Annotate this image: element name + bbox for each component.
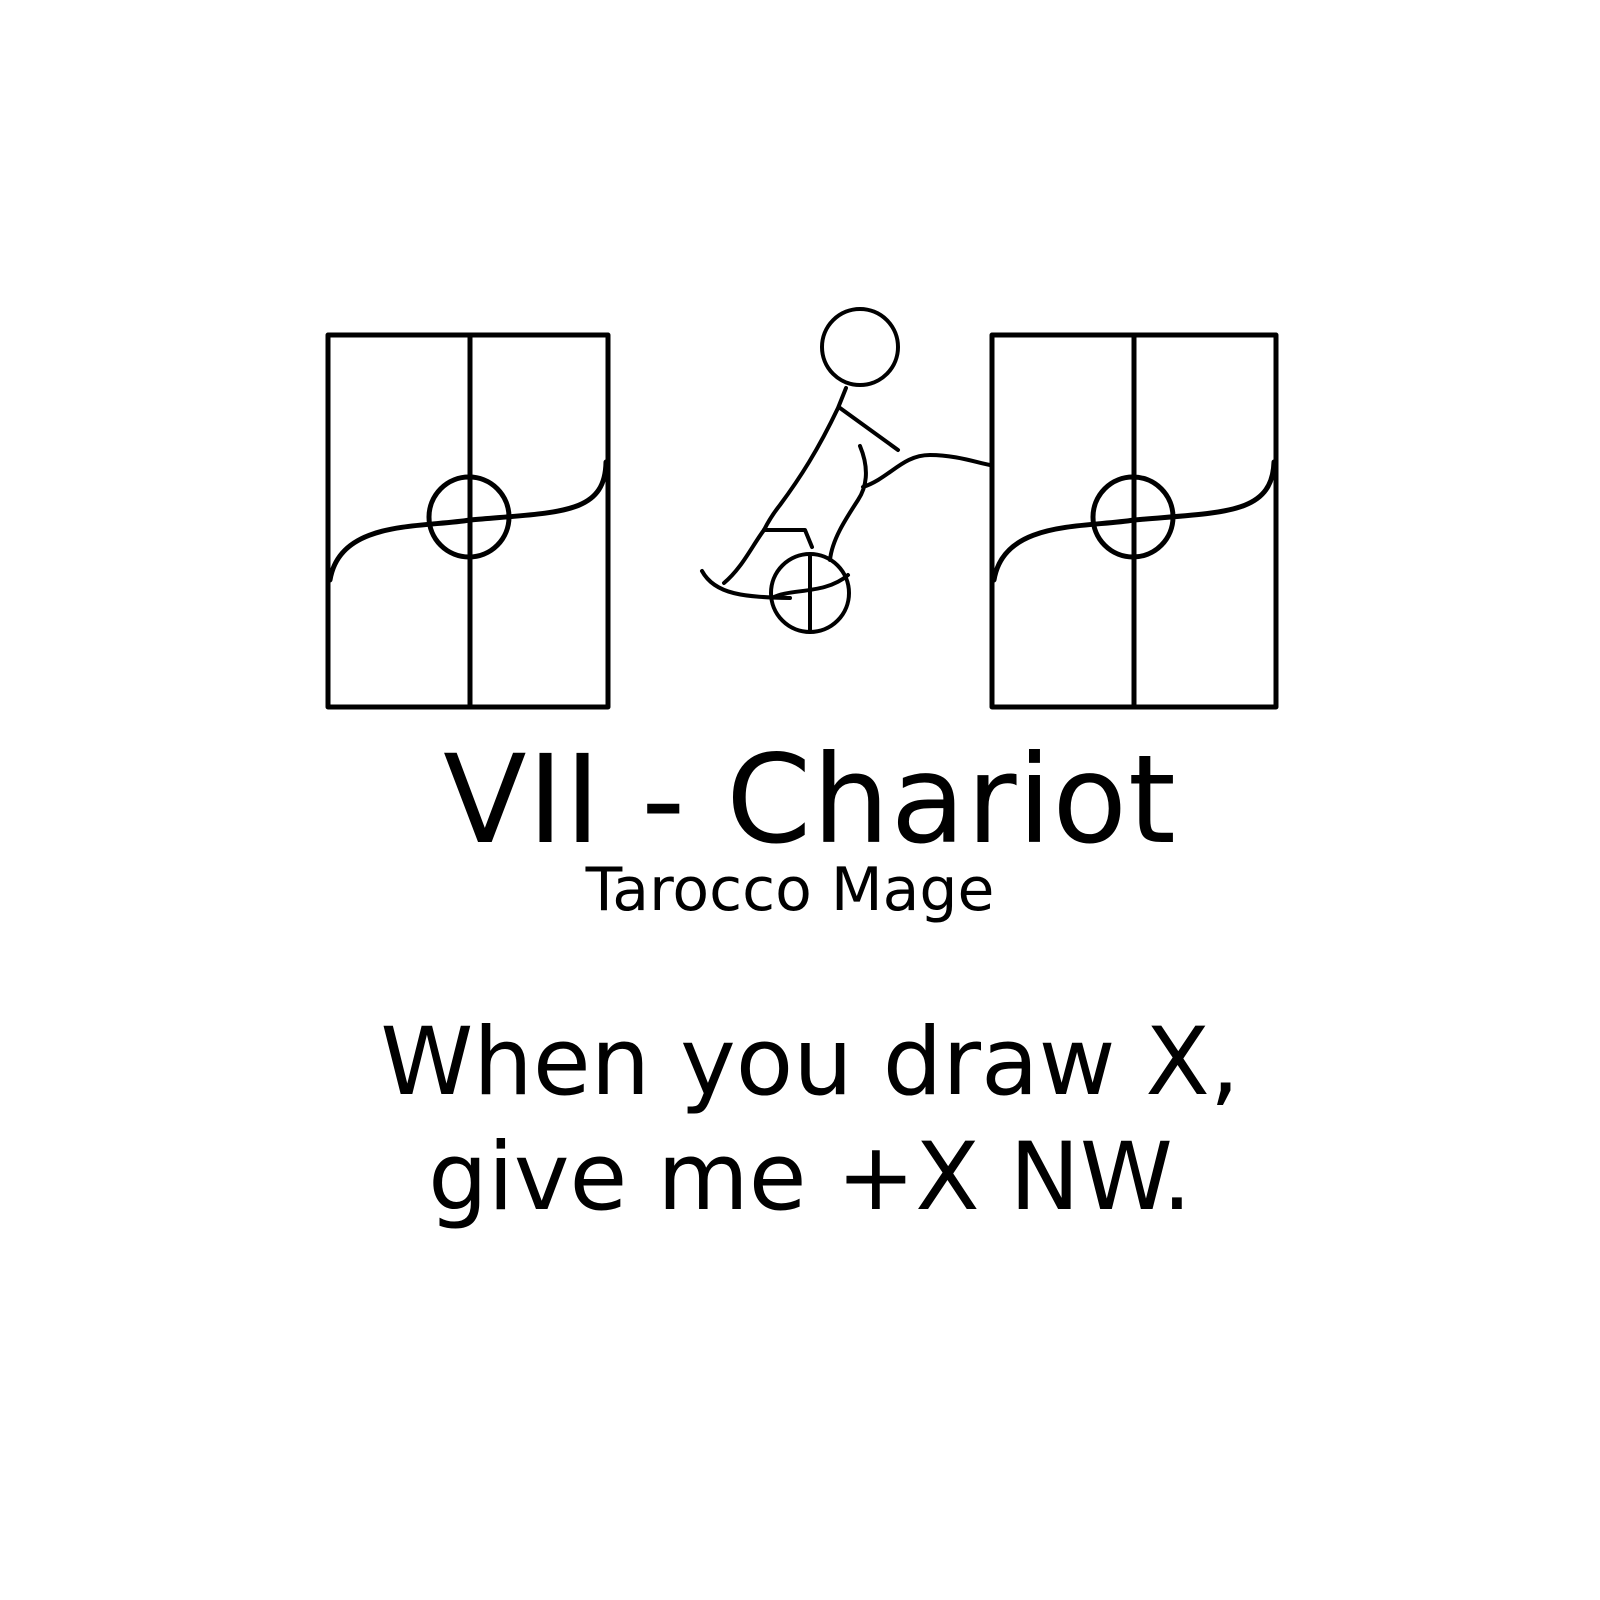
chariot-wheel-icon [769, 552, 851, 634]
effect-line: give me +X NW. [428, 1123, 1192, 1232]
charioteer-figure-icon [700, 307, 992, 600]
effect-line: When you draw X, [380, 1008, 1240, 1117]
left-door-icon [325, 332, 611, 710]
figure-head-icon [820, 307, 900, 387]
card-subtitle: Tarocco Mage [585, 855, 995, 925]
card-effect-text: When you draw X, give me +X NW. [0, 1005, 1600, 1235]
right-door-icon [989, 332, 1279, 710]
card-title: VII - Chariot [443, 729, 1177, 871]
